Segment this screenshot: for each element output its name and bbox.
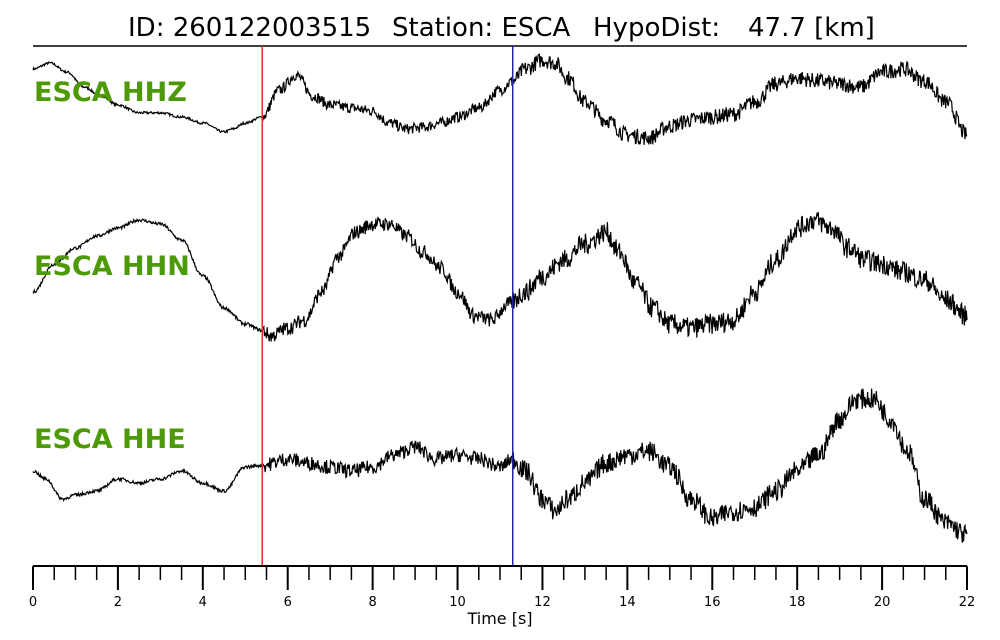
channel-label-hhe: ESCA HHE [34, 424, 186, 455]
title-id: ID: 260122003515 [128, 13, 371, 43]
x-tick-label: 22 [959, 595, 976, 610]
x-tick-label: 14 [619, 595, 636, 610]
x-tick-label: 6 [284, 595, 292, 610]
x-tick-label: 2 [114, 595, 122, 610]
x-tick-label: 4 [199, 595, 207, 610]
title-hypodist-label: HypoDist: [593, 13, 720, 43]
x-axis: 0 2 4 6 8 10 12 14 16 18 20 22 [29, 565, 976, 610]
x-tick-label: 8 [368, 595, 376, 610]
x-tick-label: 12 [534, 595, 551, 610]
title-hypodist-value: 47.7 [km] [748, 13, 875, 43]
trace-hhe [32, 388, 968, 543]
x-axis-label: Time [s] [466, 609, 532, 628]
x-tick-label: 18 [789, 595, 806, 610]
title-station: Station: ESCA [392, 13, 571, 43]
traces [32, 53, 968, 543]
channel-label-hhz: ESCA HHZ [34, 77, 187, 108]
x-tick-label: 10 [449, 595, 466, 610]
channel-label-hhn: ESCA HHN [34, 251, 190, 282]
x-tick-label: 16 [704, 595, 721, 610]
trace-hhz [32, 53, 968, 145]
x-tick-label: 20 [874, 595, 891, 610]
x-tick-label: 0 [29, 595, 37, 610]
trace-hhn [32, 211, 968, 342]
